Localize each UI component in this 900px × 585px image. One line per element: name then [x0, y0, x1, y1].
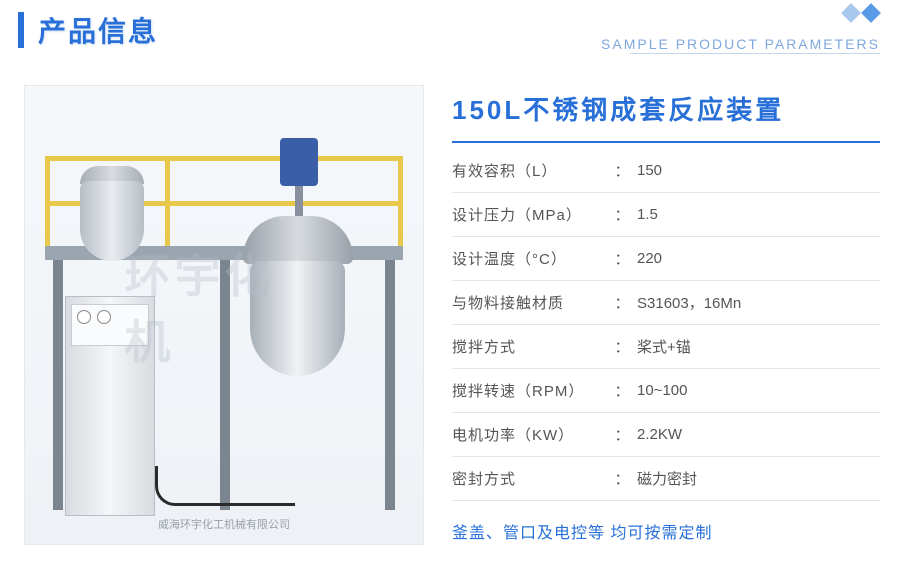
- post: [398, 156, 403, 251]
- info-panel: 150L不锈钢成套反应装置 有效容积（L）：150设计压力（MPa）：1.5设计…: [452, 85, 880, 545]
- product-image: 环宇化机 威海环宇化工机械有限公司: [24, 85, 424, 545]
- spec-value: S31603，16Mn: [637, 292, 880, 313]
- spec-label: 电机功率（KW）: [452, 424, 607, 445]
- spec-colon: ：: [607, 468, 637, 489]
- spec-row: 设计温度（°C）：220: [452, 237, 880, 281]
- spec-value: 磁力密封: [637, 468, 880, 489]
- spec-row: 有效容积（L）：150: [452, 149, 880, 193]
- spec-label: 搅拌方式: [452, 336, 607, 357]
- spec-value: 桨式+锚: [637, 336, 880, 357]
- post: [45, 156, 50, 251]
- leg: [385, 260, 395, 510]
- diamond-decor: [840, 6, 878, 20]
- spec-value: 10~100: [637, 382, 880, 399]
- spec-label: 搅拌转速（RPM）: [452, 380, 607, 401]
- header-underline: [630, 53, 880, 54]
- spec-value: 2.2KW: [637, 426, 880, 443]
- spec-value: 1.5: [637, 206, 880, 223]
- content-area: 环宇化机 威海环宇化工机械有限公司 150L不锈钢成套反应装置 有效容积（L）：…: [0, 60, 900, 565]
- spec-colon: ：: [607, 424, 637, 445]
- custom-note: 釜盖、管口及电控等 均可按需定制: [452, 519, 880, 543]
- spec-label: 有效容积（L）: [452, 160, 607, 181]
- spec-row: 设计压力（MPa）：1.5: [452, 193, 880, 237]
- spec-colon: ：: [607, 204, 637, 225]
- header-bar: 产品信息 SAMPLE PRODUCT PARAMETERS: [0, 0, 900, 60]
- image-caption: 威海环宇化工机械有限公司: [158, 516, 290, 532]
- post: [165, 156, 170, 251]
- spec-colon: ：: [607, 336, 637, 357]
- spec-label: 与物料接触材质: [452, 292, 607, 313]
- watermark-text: 环宇化机: [125, 240, 324, 372]
- diamond-icon: [841, 3, 861, 23]
- gauge-icon: [77, 310, 91, 324]
- spec-colon: ：: [607, 380, 637, 401]
- cable: [155, 466, 295, 506]
- spec-colon: ：: [607, 160, 637, 181]
- page-title: 产品信息: [38, 10, 158, 50]
- product-title: 150L不锈钢成套反应装置: [452, 90, 880, 143]
- spec-row: 电机功率（KW）：2.2KW: [452, 413, 880, 457]
- spec-row: 与物料接触材质：S31603，16Mn: [452, 281, 880, 325]
- leg: [53, 260, 63, 510]
- spec-row: 搅拌转速（RPM）：10~100: [452, 369, 880, 413]
- spec-table: 有效容积（L）：150设计压力（MPa）：1.5设计温度（°C）：220与物料接…: [452, 149, 880, 501]
- accent-bar: [18, 12, 24, 48]
- spec-value: 150: [637, 162, 880, 179]
- spec-colon: ：: [607, 292, 637, 313]
- rail: [45, 156, 403, 161]
- page-subtitle: SAMPLE PRODUCT PARAMETERS: [601, 36, 880, 52]
- gauge-icon: [97, 310, 111, 324]
- spec-colon: ：: [607, 248, 637, 269]
- spec-row: 搅拌方式：桨式+锚: [452, 325, 880, 369]
- spec-row: 密封方式：磁力密封: [452, 457, 880, 501]
- diamond-icon: [861, 3, 881, 23]
- motor: [280, 138, 318, 186]
- spec-label: 设计温度（°C）: [452, 248, 607, 269]
- spec-label: 密封方式: [452, 468, 607, 489]
- spec-label: 设计压力（MPa）: [452, 204, 607, 225]
- spec-value: 220: [637, 250, 880, 267]
